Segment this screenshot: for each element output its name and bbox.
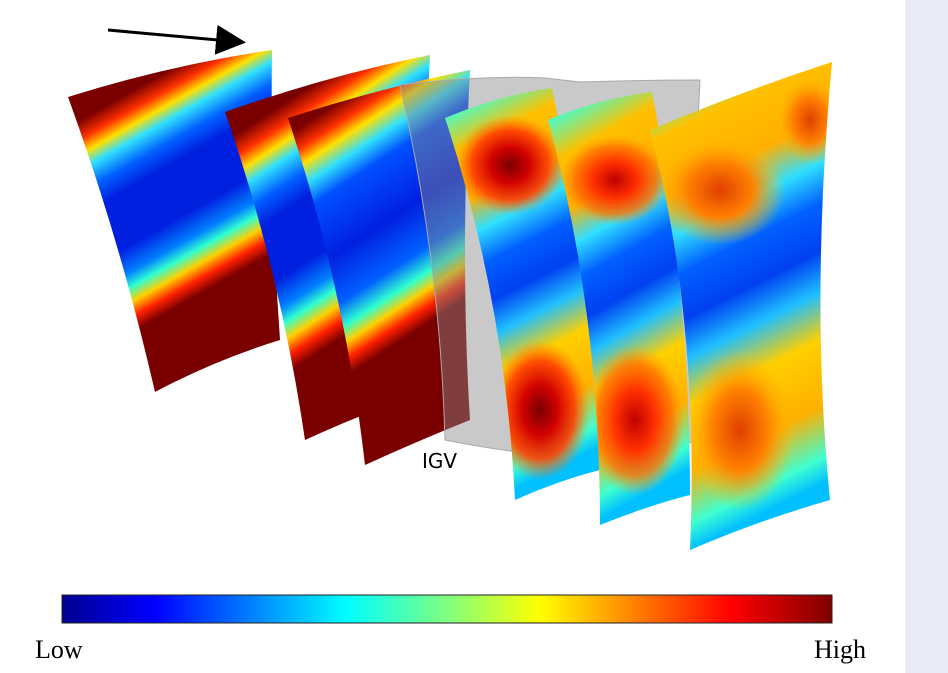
colorbar-high: High (814, 635, 866, 664)
sheet-1 (68, 50, 280, 392)
colorbar-low: Low (35, 635, 83, 664)
igv-label: IGV (422, 449, 457, 473)
sheet-3 (288, 70, 470, 465)
side-panel (905, 0, 948, 673)
flow-arrow (107, 24, 246, 55)
colorbar (61, 594, 833, 624)
